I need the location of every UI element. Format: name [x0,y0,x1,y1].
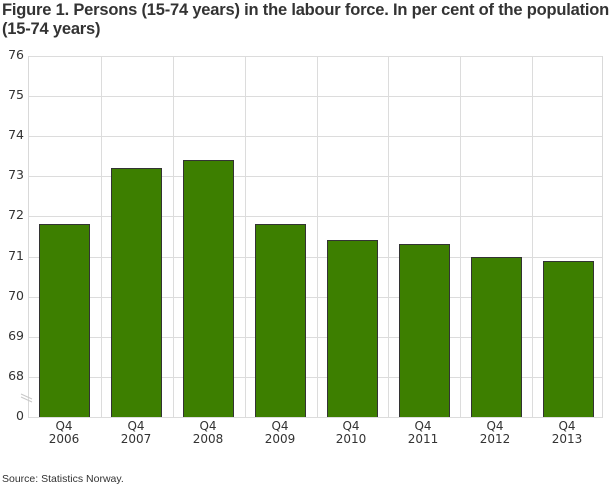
grid-line-horizontal [29,216,602,217]
bar-q4-2011 [399,244,450,417]
x-tick-quarter: Q4 [486,419,504,433]
grid-line-vertical [388,56,389,418]
x-tick-label: Q4 2012 [459,420,531,446]
chart-title: Figure 1. Persons (15-74 years) in the l… [2,1,610,38]
x-tick-year: 2007 [120,432,152,446]
x-tick-year: 2008 [192,432,224,446]
grid-line-horizontal [29,56,602,57]
x-tick-label: Q4 2006 [28,420,100,446]
x-tick-label: Q4 2010 [315,420,387,446]
x-tick-label: Q4 2008 [172,420,244,446]
bar-q4-2012 [471,257,522,417]
grid-line-horizontal [29,377,602,378]
x-tick-quarter: Q4 [558,419,576,433]
y-tick-label: 72 [8,207,24,222]
x-tick-label: Q4 2011 [387,420,459,446]
bar-q4-2006 [39,224,90,417]
x-tick-year: 2013 [551,432,583,446]
x-tick-year: 2012 [479,432,511,446]
bar-q4-2013 [543,261,594,417]
x-tick-label: Q4 2013 [531,420,603,446]
grid-line-vertical [460,56,461,418]
source-note: Source: Statistics Norway. [2,473,124,485]
grid-line-vertical [245,56,246,418]
grid-line-baseline [29,417,602,418]
grid-line-horizontal [29,257,602,258]
y-tick-label: 76 [8,47,24,62]
grid-line-vertical [317,56,318,418]
grid-line-horizontal [29,337,602,338]
plot-area [28,56,603,418]
y-tick-label: 69 [8,328,24,343]
grid-line-horizontal [29,176,602,177]
x-tick-year: 2006 [48,432,80,446]
x-tick-year: 2009 [264,432,296,446]
axis-break-icon [20,393,33,403]
grid-line-vertical [173,56,174,418]
bar-q4-2007 [111,168,162,417]
y-tick-label: 73 [8,167,24,182]
x-tick-quarter: Q4 [55,419,73,433]
x-tick-quarter: Q4 [414,419,432,433]
y-tick-label: 75 [8,87,24,102]
x-tick-year: 2011 [407,432,439,446]
bar-q4-2009 [255,224,306,417]
bar-q4-2008 [183,160,234,417]
x-tick-quarter: Q4 [271,419,289,433]
y-tick-label: 0 [16,408,24,423]
x-tick-year: 2010 [335,432,367,446]
bar-q4-2010 [327,240,378,417]
x-tick-quarter: Q4 [127,419,145,433]
y-tick-label: 68 [8,368,24,383]
grid-line-horizontal [29,297,602,298]
x-tick-quarter: Q4 [199,419,217,433]
grid-line-horizontal [29,136,602,137]
x-tick-quarter: Q4 [342,419,360,433]
y-tick-label: 70 [8,288,24,303]
y-tick-label: 74 [8,127,24,142]
x-tick-label: Q4 2007 [100,420,172,446]
grid-line-vertical [101,56,102,418]
x-tick-label: Q4 2009 [244,420,316,446]
y-tick-label: 71 [8,248,24,263]
grid-line-vertical [532,56,533,418]
grid-line-horizontal [29,96,602,97]
